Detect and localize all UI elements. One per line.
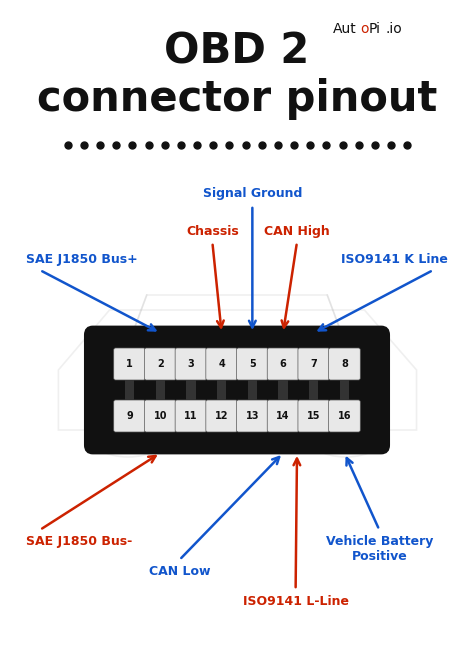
Bar (184, 388, 198, 402)
Text: 1: 1 (126, 359, 133, 369)
Text: 10: 10 (154, 411, 167, 421)
Bar (340, 380, 349, 390)
Text: 9: 9 (126, 411, 133, 421)
Bar (278, 390, 288, 400)
FancyBboxPatch shape (175, 348, 207, 380)
FancyBboxPatch shape (237, 348, 268, 380)
Text: Pi: Pi (368, 22, 380, 36)
Text: 4: 4 (218, 359, 225, 369)
Text: 14: 14 (276, 411, 290, 421)
Bar (217, 380, 226, 390)
Text: 5: 5 (249, 359, 256, 369)
Text: Vehicle Battery
Positive: Vehicle Battery Positive (326, 535, 433, 563)
Bar (215, 378, 228, 392)
Bar (123, 388, 136, 402)
Bar (278, 380, 288, 390)
FancyBboxPatch shape (145, 400, 176, 432)
FancyBboxPatch shape (114, 400, 146, 432)
Bar (307, 388, 320, 402)
Text: CAN High: CAN High (264, 225, 330, 238)
Text: 2: 2 (157, 359, 164, 369)
Bar (125, 380, 134, 390)
Bar (217, 390, 226, 400)
FancyBboxPatch shape (328, 400, 360, 432)
Text: connector pinout: connector pinout (37, 78, 437, 120)
Bar (248, 390, 257, 400)
FancyBboxPatch shape (114, 348, 146, 380)
Bar (154, 378, 167, 392)
Text: 11: 11 (184, 411, 198, 421)
Text: Signal Ground: Signal Ground (203, 187, 302, 200)
Text: CAN Low: CAN Low (148, 565, 210, 578)
Text: ISO9141 L-Line: ISO9141 L-Line (243, 595, 348, 608)
Bar (309, 380, 319, 390)
Bar (155, 390, 165, 400)
FancyBboxPatch shape (298, 400, 329, 432)
Text: 7: 7 (310, 359, 317, 369)
Bar (125, 390, 134, 400)
Text: 13: 13 (246, 411, 259, 421)
Bar (186, 390, 196, 400)
Bar (184, 378, 198, 392)
Text: ISO9141 K Line: ISO9141 K Line (341, 253, 448, 266)
FancyBboxPatch shape (175, 400, 207, 432)
Text: Chassis: Chassis (186, 225, 239, 238)
FancyBboxPatch shape (206, 348, 237, 380)
FancyBboxPatch shape (145, 348, 176, 380)
Text: 8: 8 (341, 359, 348, 369)
Text: 16: 16 (337, 411, 351, 421)
Bar (276, 378, 290, 392)
FancyBboxPatch shape (298, 348, 329, 380)
Bar (155, 380, 165, 390)
Bar (246, 378, 259, 392)
Bar (186, 380, 196, 390)
Bar (246, 388, 259, 402)
Bar (276, 388, 290, 402)
Bar (215, 388, 228, 402)
Text: Aut: Aut (333, 22, 356, 36)
Text: OBD 2: OBD 2 (164, 30, 310, 72)
Text: .io: .io (386, 22, 402, 36)
Bar (154, 388, 167, 402)
FancyBboxPatch shape (206, 400, 237, 432)
Text: SAE J1850 Bus-: SAE J1850 Bus- (26, 535, 132, 548)
FancyBboxPatch shape (328, 348, 360, 380)
Bar (338, 378, 351, 392)
Text: 6: 6 (280, 359, 286, 369)
Text: 3: 3 (188, 359, 194, 369)
Bar (248, 380, 257, 390)
FancyBboxPatch shape (237, 400, 268, 432)
FancyBboxPatch shape (267, 400, 299, 432)
Bar (309, 390, 319, 400)
FancyBboxPatch shape (267, 348, 299, 380)
Bar (338, 388, 351, 402)
Text: 12: 12 (215, 411, 228, 421)
Text: SAE J1850 Bus+: SAE J1850 Bus+ (26, 253, 137, 266)
Bar (123, 378, 136, 392)
Text: o: o (360, 22, 368, 36)
Text: 15: 15 (307, 411, 320, 421)
Bar (307, 378, 320, 392)
FancyBboxPatch shape (85, 327, 389, 453)
Bar (340, 390, 349, 400)
